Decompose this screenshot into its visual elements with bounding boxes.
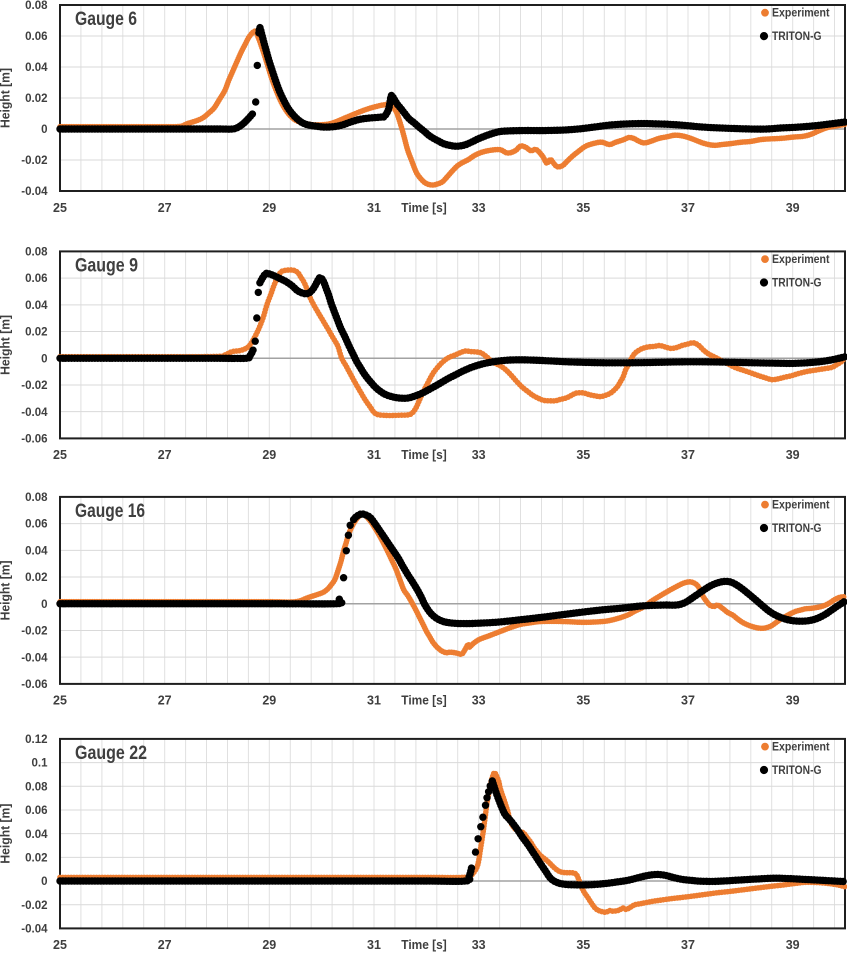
svg-text:0.02: 0.02 [25,572,47,584]
svg-text:35: 35 [576,694,590,708]
svg-text:0.02: 0.02 [25,327,47,339]
svg-text:Experiment: Experiment [772,6,830,20]
svg-text:TRITON-G: TRITON-G [772,275,822,289]
svg-text:0.08: 0.08 [25,0,48,12]
svg-text:39: 39 [786,694,800,708]
svg-text:33: 33 [472,694,486,708]
svg-text:25: 25 [53,448,67,462]
svg-text:Gauge 6: Gauge 6 [75,9,137,30]
svg-text:-0.06: -0.06 [21,679,47,691]
svg-text:Experiment: Experiment [772,740,830,754]
svg-text:-0.04: -0.04 [21,924,48,936]
svg-text:Gauge 9: Gauge 9 [75,255,138,276]
svg-text:TRITON-G: TRITON-G [772,521,822,535]
svg-text:27: 27 [158,694,172,708]
svg-text:0.02: 0.02 [25,93,47,105]
svg-text:0.04: 0.04 [25,62,48,74]
svg-text:35: 35 [576,201,590,215]
svg-text:-0.06: -0.06 [21,434,47,446]
svg-text:33: 33 [472,938,486,952]
svg-text:37: 37 [681,938,695,952]
svg-text:0: 0 [41,124,47,136]
svg-text:0.06: 0.06 [25,31,47,43]
svg-text:37: 37 [681,694,695,708]
svg-text:37: 37 [681,201,695,215]
svg-text:Experiment: Experiment [772,498,830,512]
svg-text:Time [s]: Time [s] [401,938,447,952]
svg-text:Height [m]: Height [m] [0,560,13,620]
svg-text:31: 31 [367,938,381,952]
svg-text:0: 0 [41,876,47,888]
svg-text:29: 29 [262,448,276,462]
svg-text:Time [s]: Time [s] [401,201,447,215]
svg-text:Height [m]: Height [m] [0,804,13,864]
svg-text:31: 31 [367,201,381,215]
svg-text:0.04: 0.04 [25,829,48,841]
svg-text:0.02: 0.02 [25,853,47,865]
svg-text:33: 33 [472,201,486,215]
svg-text:TRITON-G: TRITON-G [772,29,822,43]
svg-text:-0.04: -0.04 [21,407,48,419]
svg-text:31: 31 [367,448,381,462]
svg-text:Time [s]: Time [s] [401,448,447,462]
svg-text:TRITON-G: TRITON-G [772,763,822,777]
svg-text:35: 35 [576,938,590,952]
svg-text:27: 27 [158,201,172,215]
svg-text:Gauge 16: Gauge 16 [75,501,145,522]
svg-text:-0.02: -0.02 [21,626,47,638]
svg-text:25: 25 [53,694,67,708]
svg-text:Experiment: Experiment [772,252,830,266]
svg-text:0.06: 0.06 [25,519,47,531]
svg-text:-0.04: -0.04 [21,652,48,664]
svg-text:Gauge 22: Gauge 22 [75,743,147,764]
svg-text:Height [m]: Height [m] [0,315,13,375]
svg-text:29: 29 [262,201,276,215]
svg-text:39: 39 [786,201,800,215]
svg-text:39: 39 [786,938,800,952]
svg-text:0.04: 0.04 [25,300,48,312]
svg-text:-0.02: -0.02 [21,380,47,392]
svg-text:0.08: 0.08 [25,247,48,259]
svg-text:0.06: 0.06 [25,805,47,817]
svg-text:29: 29 [262,694,276,708]
svg-text:33: 33 [472,448,486,462]
svg-text:Height [m]: Height [m] [0,68,13,128]
svg-text:39: 39 [786,448,800,462]
svg-text:31: 31 [367,694,381,708]
svg-text:0.06: 0.06 [25,273,47,285]
svg-text:25: 25 [53,201,67,215]
svg-text:Time [s]: Time [s] [401,694,447,708]
svg-text:-0.02: -0.02 [21,900,47,912]
svg-text:0.1: 0.1 [32,758,49,770]
svg-text:0.12: 0.12 [25,734,47,746]
svg-text:35: 35 [576,448,590,462]
svg-text:-0.02: -0.02 [21,155,47,167]
svg-text:27: 27 [158,448,172,462]
svg-text:-0.04: -0.04 [21,186,48,198]
svg-text:25: 25 [53,938,67,952]
svg-text:0.04: 0.04 [25,545,48,557]
svg-text:29: 29 [262,938,276,952]
svg-text:37: 37 [681,448,695,462]
svg-text:0: 0 [41,599,47,611]
svg-text:0: 0 [41,353,47,365]
svg-text:0.08: 0.08 [25,492,48,504]
svg-text:27: 27 [158,938,172,952]
svg-text:0.08: 0.08 [25,781,48,793]
